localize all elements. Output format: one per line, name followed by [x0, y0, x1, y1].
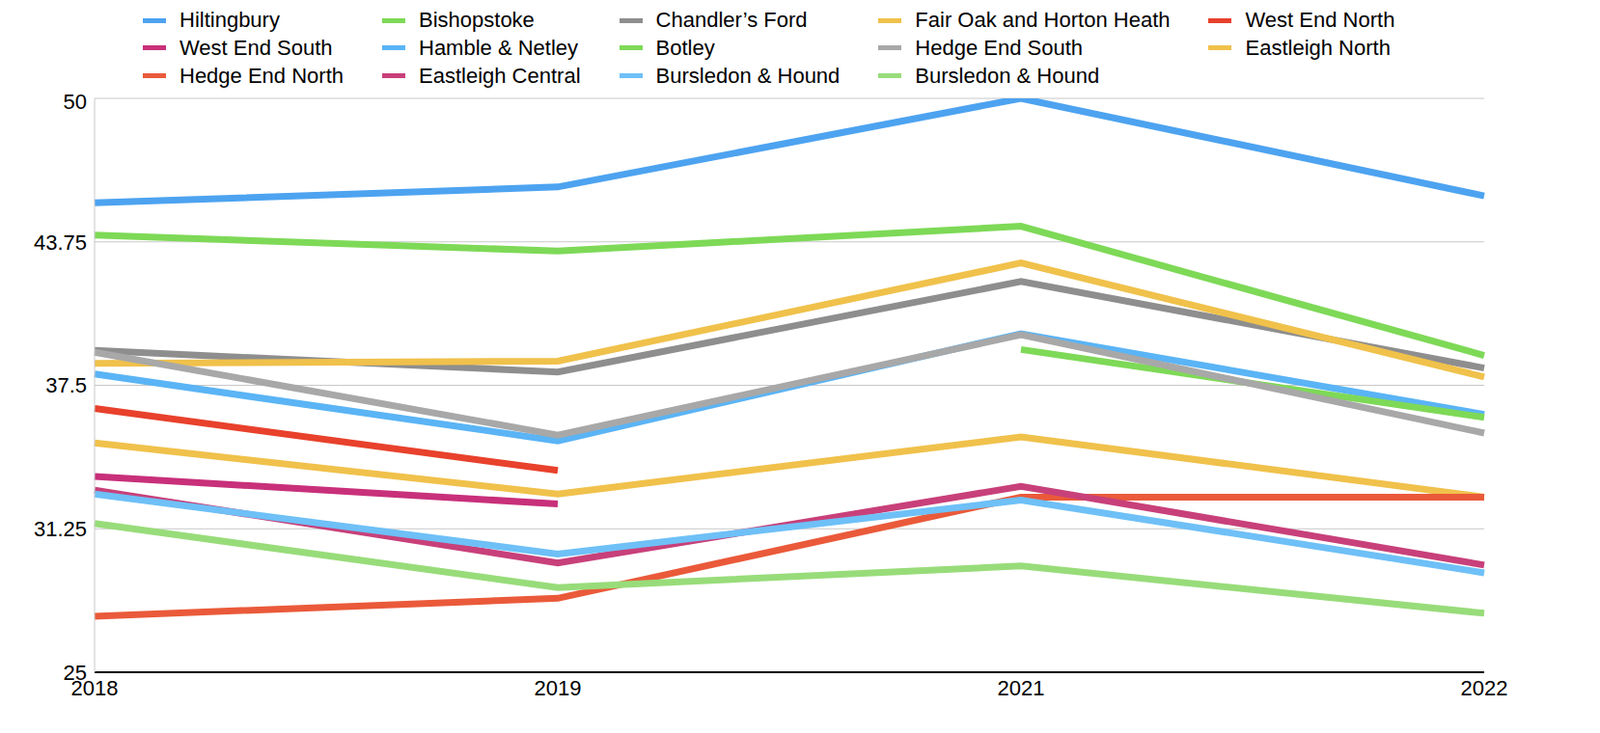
html-text:Hamble & Netley: Hamble & Netley	[418, 35, 579, 60]
html-text:Eastleigh Central: Eastleigh Central	[418, 63, 581, 88]
html-text:Bursledon & Hound: Bursledon & Hound	[915, 63, 1100, 88]
svg-text:43.75: 43.75	[33, 230, 87, 255]
svg-text:25: 25	[63, 661, 87, 686]
svg-text:31.25: 31.25	[33, 517, 87, 542]
html-text:Eastleigh North: Eastleigh North	[1245, 35, 1391, 60]
html-text:Bursledon & Hound: Bursledon & Hound	[655, 63, 840, 88]
svg-text:2022: 2022	[1461, 676, 1509, 701]
html-text:West End South: West End South	[179, 35, 333, 60]
html-text:Chandler’s Ford: Chandler’s Ford	[655, 8, 808, 33]
html-text:Botley: Botley	[655, 35, 715, 60]
html-text:Hedge End North: Hedge End North	[179, 63, 344, 88]
svg-text:2021: 2021	[997, 676, 1046, 701]
html-text:Hiltingbury: Hiltingbury	[179, 8, 280, 33]
html-text:West End North: West End North	[1245, 8, 1395, 33]
svg-text:2019: 2019	[534, 676, 582, 701]
svg-text:37.5: 37.5	[45, 373, 87, 398]
html-text:Bishopstoke: Bishopstoke	[418, 8, 535, 33]
svg-text:2018: 2018	[70, 676, 119, 701]
svg-text:50: 50	[63, 89, 87, 114]
html-text:Hedge End South: Hedge End South	[915, 35, 1083, 60]
html-text:Fair Oak and Horton Heath: Fair Oak and Horton Heath	[915, 8, 1171, 33]
